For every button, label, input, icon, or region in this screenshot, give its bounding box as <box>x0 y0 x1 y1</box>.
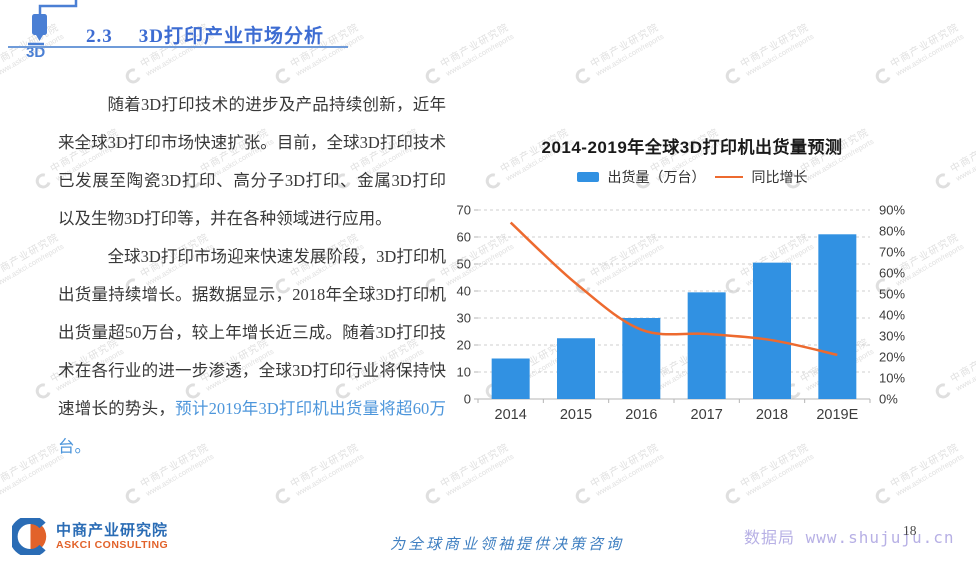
watermark-logo-icon <box>572 485 594 506</box>
right-axis-label: 90% <box>879 203 905 218</box>
watermark-logo-icon <box>872 485 894 506</box>
watermark-logo-icon <box>722 65 744 86</box>
chart-block: 2014-2019年全球3D打印机出货量预测 出货量（万台） 同比增长 0 10 2… <box>452 130 932 432</box>
chart-svg: 0 10 20 30 40 50 60 70 0% 10% 20% 30% 40% 50% 60% 70% 80… <box>457 203 906 424</box>
right-axis-label: 40% <box>879 308 905 323</box>
bar-2015 <box>557 338 595 399</box>
left-axis-label: 40 <box>457 284 471 299</box>
left-axis-label: 30 <box>457 311 471 326</box>
watermark-logo-icon <box>272 485 294 506</box>
left-axis-label: 70 <box>457 203 471 218</box>
section-title-text: 3D打印产业市场分析 <box>138 26 324 47</box>
chart-title: 2014-2019年全球3D打印机出货量预测 <box>541 138 843 157</box>
right-axis-label: 50% <box>879 287 905 302</box>
right-axis-label: 70% <box>879 245 905 260</box>
forecast-highlight-text: 预计2019年3D打印机出货量将超60万台。 <box>58 399 446 456</box>
x-axis-label: 2018 <box>756 407 788 423</box>
company-name: 中商产业研究院 <box>56 521 169 539</box>
paragraph-2: 全球3D打印市场迎来快速发展阶段，3D打印机出货量持续增长。据数据显示，2018… <box>58 238 446 466</box>
watermark-logo-icon <box>122 485 144 506</box>
header-underline <box>8 46 348 48</box>
x-axis-label: 2019E <box>816 407 858 423</box>
legend-bar-swatch <box>576 172 599 182</box>
watermark-logo-icon <box>422 65 444 86</box>
x-axis-label: 2014 <box>495 407 527 423</box>
left-axis-label: 0 <box>464 392 471 407</box>
growth-line <box>509 221 838 357</box>
right-axis-label: 0% <box>879 392 898 407</box>
right-axis-label: 30% <box>879 329 905 344</box>
legend-line-swatch <box>714 176 743 178</box>
watermark-logo-icon <box>122 65 144 86</box>
watermark-logo-icon <box>932 380 954 401</box>
watermark-logo-icon <box>572 65 594 86</box>
footer-site-text: 数据局 www.shujuju.cn <box>744 528 955 547</box>
right-axis-label: 60% <box>879 266 905 281</box>
legend-line-label: 同比增长 <box>751 169 808 185</box>
chart-legend: 出货量（万台） 同比增长 <box>452 167 932 187</box>
left-axis-label: 10 <box>457 365 471 380</box>
watermark-logo-icon <box>422 485 444 506</box>
section-title: 2.3 3D打印产业市场分析 <box>86 21 324 48</box>
company-name-en: ASKCI CONSULTING <box>56 539 169 552</box>
watermark-logo-icon <box>722 485 744 506</box>
company-logo-icon <box>12 518 47 555</box>
paragraph-2-text: 全球3D打印市场迎来快速发展阶段，3D打印机出货量持续增长。据数据显示，2018… <box>58 247 446 418</box>
legend-bar-label: 出货量（万台） <box>607 169 706 185</box>
bar-2019E <box>818 234 857 399</box>
section-number: 2.3 <box>86 26 113 47</box>
watermark-logo-icon <box>32 380 54 401</box>
footer-slogan: 为全球商业领袖提供决策咨询 <box>390 537 625 553</box>
paragraph-1-text: 随着3D打印技术的进步及产品持续创新，近年来全球3D打印市场快速扩张。目前，全球… <box>58 95 446 228</box>
company-logo: 中商产业研究院 ASKCI CONSULTING <box>12 518 168 555</box>
x-axis-label: 2015 <box>560 407 592 423</box>
page-number: 18 <box>903 523 917 538</box>
3d-printer-icon: 3D <box>14 0 82 63</box>
paragraph-1: 随着3D打印技术的进步及产品持续创新，近年来全球3D打印市场快速扩张。目前，全球… <box>58 86 446 238</box>
watermark-logo-icon <box>872 65 894 86</box>
left-axis-label: 50 <box>457 257 471 272</box>
bar-2016 <box>622 318 661 399</box>
right-axis-label: 10% <box>879 371 905 386</box>
right-axis-label: 20% <box>879 350 905 365</box>
bar-2017 <box>687 292 726 399</box>
x-axis-label: 2017 <box>691 407 723 423</box>
x-axis-label: 2016 <box>625 407 657 423</box>
watermark-logo-icon <box>272 65 294 86</box>
svg-text:3D: 3D <box>26 44 45 58</box>
watermark-logo-icon <box>932 170 954 191</box>
body-text-column: 随着3D打印技术的进步及产品持续创新，近年来全球3D打印市场快速扩张。目前，全球… <box>58 86 446 466</box>
left-axis-label: 60 <box>457 230 471 245</box>
bar-2018 <box>753 262 791 399</box>
left-axis-label: 20 <box>457 338 471 353</box>
watermark-logo-icon <box>32 170 54 191</box>
bar-2014 <box>491 358 530 399</box>
right-axis-label: 80% <box>879 224 905 239</box>
